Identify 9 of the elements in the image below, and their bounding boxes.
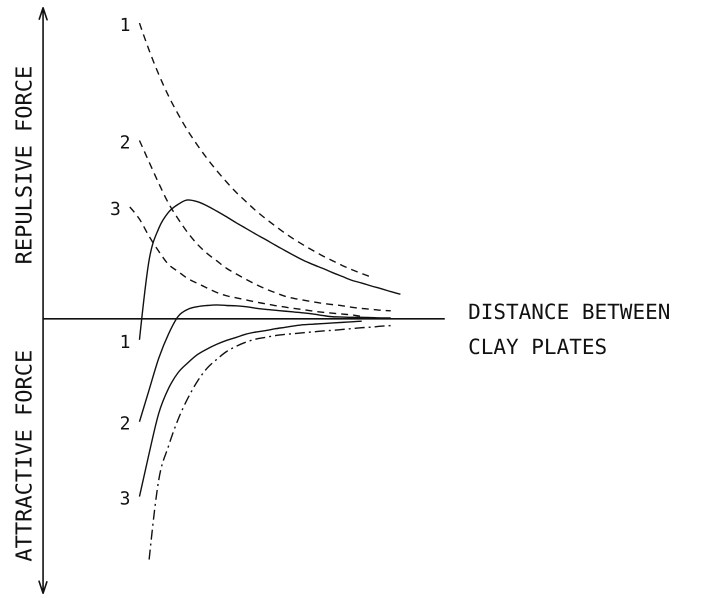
series-label: 3 [110, 199, 121, 220]
x-axis-title: DISTANCE BETWEEN CLAY PLATES [468, 300, 670, 359]
y-axis-title: REPULSIVE FORCE [12, 66, 38, 264]
series-label: 2 [120, 132, 130, 154]
text: ATTRACTIVE FORCE [12, 350, 38, 562]
series-label: 1 [120, 332, 130, 353]
series-label: 2 [120, 414, 130, 435]
series-label: 1 [120, 15, 130, 36]
series-label: 3 [120, 488, 130, 510]
